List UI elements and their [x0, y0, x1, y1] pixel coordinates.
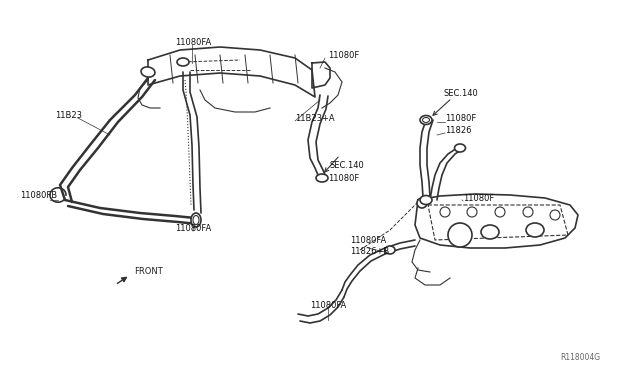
Text: 11080F: 11080F — [328, 173, 359, 183]
Text: SEC.140: SEC.140 — [330, 160, 365, 170]
Text: 11080FA: 11080FA — [175, 38, 211, 46]
Circle shape — [523, 207, 533, 217]
Text: 11826: 11826 — [445, 125, 472, 135]
Text: 11B23+A: 11B23+A — [295, 113, 335, 122]
Ellipse shape — [141, 67, 155, 77]
Circle shape — [550, 210, 560, 220]
Text: 11080FA: 11080FA — [350, 235, 387, 244]
Text: FRONT: FRONT — [134, 267, 163, 276]
Ellipse shape — [526, 223, 544, 237]
Circle shape — [467, 207, 477, 217]
Ellipse shape — [316, 174, 328, 182]
Text: SEC.140: SEC.140 — [443, 89, 477, 97]
Ellipse shape — [420, 115, 432, 125]
Circle shape — [448, 223, 472, 247]
Text: 11080F: 11080F — [328, 51, 359, 60]
Text: 11080FA: 11080FA — [310, 301, 346, 310]
Circle shape — [440, 207, 450, 217]
Ellipse shape — [417, 198, 427, 208]
Text: 11080F: 11080F — [445, 113, 476, 122]
Text: 11826+B: 11826+B — [350, 247, 389, 257]
Ellipse shape — [177, 58, 189, 66]
Text: 11080FA: 11080FA — [175, 224, 211, 232]
Text: 11080F: 11080F — [463, 193, 494, 202]
Text: 11080FB: 11080FB — [20, 190, 57, 199]
Circle shape — [495, 207, 505, 217]
Text: 11B23: 11B23 — [55, 110, 82, 119]
Text: R118004G: R118004G — [560, 353, 600, 362]
Ellipse shape — [420, 196, 432, 205]
Ellipse shape — [385, 246, 395, 254]
Ellipse shape — [481, 225, 499, 239]
Ellipse shape — [454, 144, 465, 152]
Ellipse shape — [191, 213, 201, 227]
